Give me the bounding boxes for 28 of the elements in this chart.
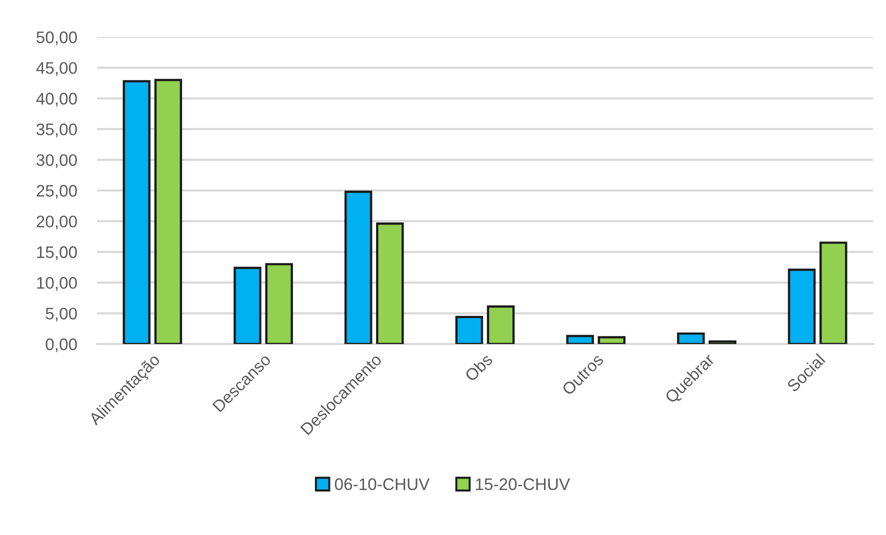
bar xyxy=(265,263,293,344)
bar xyxy=(708,340,736,344)
bar xyxy=(154,78,182,344)
bar xyxy=(344,190,372,344)
y-tick-label: 0,00 xyxy=(46,338,77,352)
bar xyxy=(376,222,404,344)
y-tick-label: 40,00 xyxy=(36,92,77,107)
y-tick-label: 35,00 xyxy=(36,124,77,138)
y-tick-label: 15,00 xyxy=(37,246,77,260)
bar xyxy=(486,305,515,344)
bar xyxy=(455,316,484,344)
y-tick-label: 45,00 xyxy=(36,62,77,76)
legend-label: 06-10-CHUV xyxy=(334,478,430,490)
bar xyxy=(598,336,626,344)
bar xyxy=(788,268,816,344)
legend-label: 15-20-CHUV xyxy=(476,478,570,490)
y-tick-label: 25,00 xyxy=(36,184,77,199)
y-tick-label: 30,00 xyxy=(36,154,77,168)
bar xyxy=(566,334,594,344)
bar xyxy=(820,242,848,344)
bar xyxy=(122,80,150,344)
y-tick-label: 50,00 xyxy=(36,31,77,46)
y-tick-label: 5,00 xyxy=(46,308,77,322)
y-tick-label: 10,00 xyxy=(37,277,77,291)
x-tick-label: Obs xyxy=(464,352,494,382)
y-tick-label: 20,00 xyxy=(36,216,77,230)
bar xyxy=(677,332,705,344)
bar xyxy=(234,266,262,344)
